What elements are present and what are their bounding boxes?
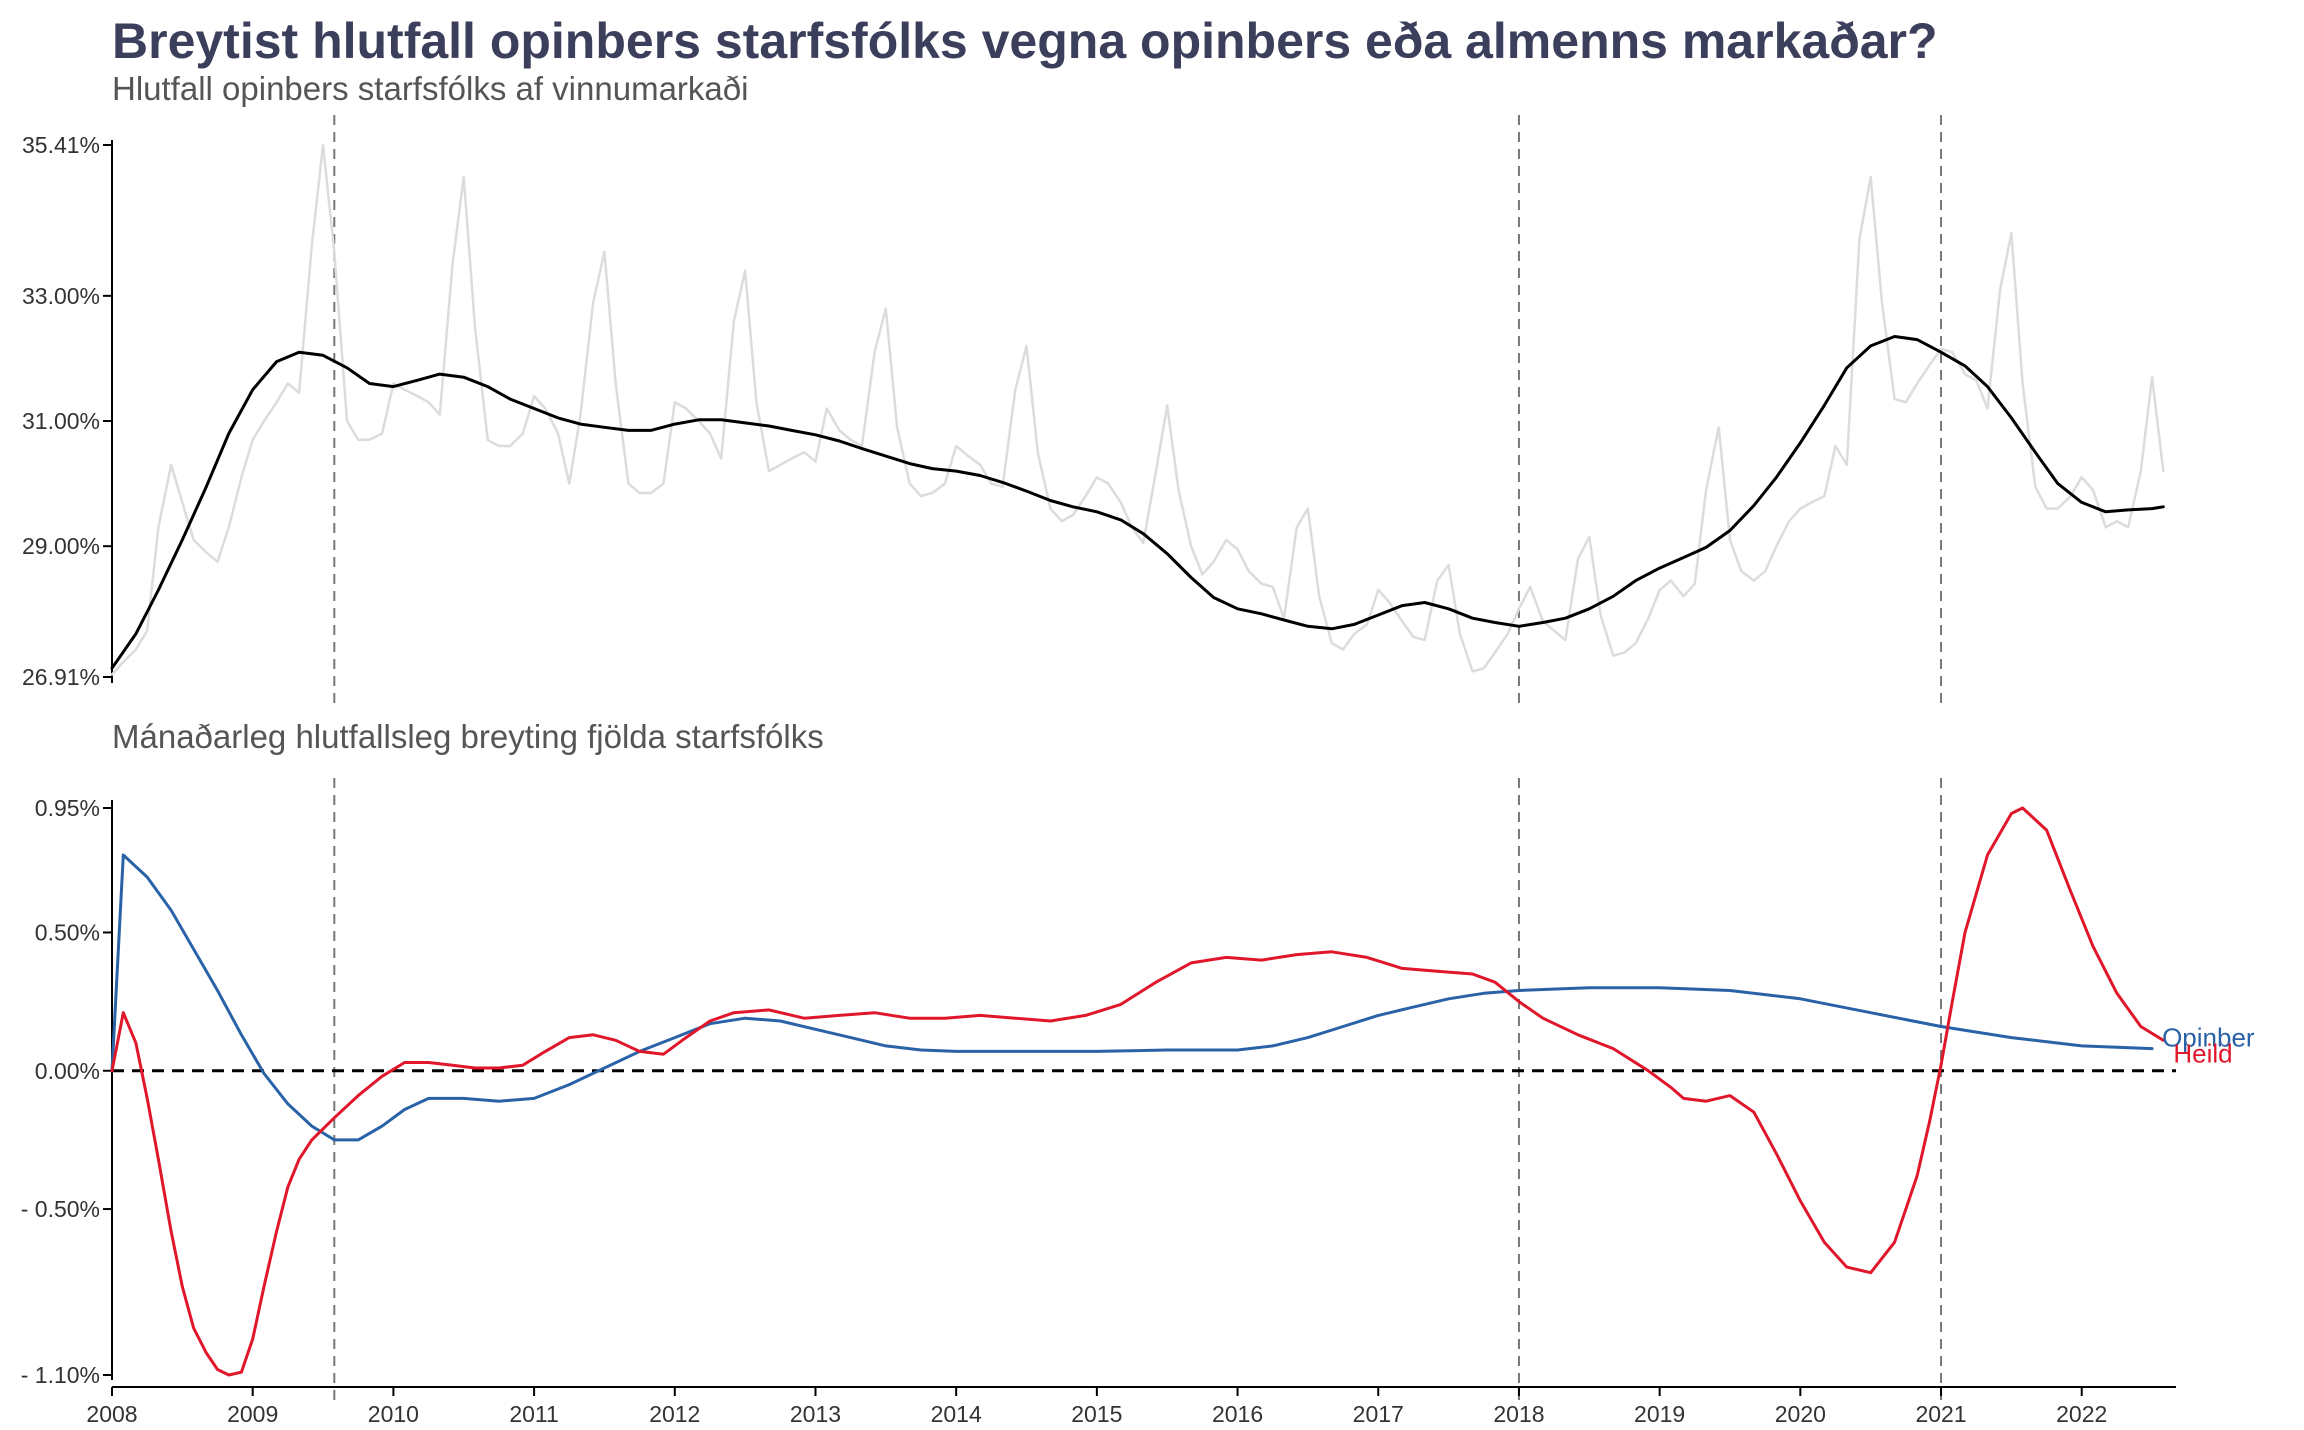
x-tick-label: 2017 (1353, 1401, 1404, 1427)
x-tick-label: 2021 (1915, 1401, 1966, 1427)
top-panel-subtitle: Hlutfall opinbers starfsfólks af vinnuma… (112, 70, 749, 107)
x-tick-label: 2019 (1634, 1401, 1685, 1427)
bottom-y-tick-label: 0.95% (35, 795, 100, 821)
x-tick-label: 2016 (1212, 1401, 1263, 1427)
x-tick-label: 2013 (790, 1401, 841, 1427)
top-y-tick-label: 33.00% (22, 283, 100, 309)
top-y-tick-label: 29.00% (22, 533, 100, 559)
x-tick-label: 2012 (649, 1401, 700, 1427)
x-tick-label: 2010 (368, 1401, 419, 1427)
x-tick-label: 2014 (931, 1401, 982, 1427)
bottom-panel: 0.95% 0.50% 0.00% - 0.50% - 1.10% 2008 2009 201… (21, 778, 2255, 1427)
top-y-tick-label: 31.00% (22, 408, 100, 434)
x-tick-label: 2020 (1775, 1401, 1826, 1427)
chart-title: Breytist hlutfall opinbers starfsfólks v… (112, 13, 1938, 69)
x-tick-label: 2009 (227, 1401, 278, 1427)
top-y-tick-label: 26.91% (22, 664, 100, 690)
bottom-panel-subtitle: Mánaðarleg hlutfallsleg breyting fjölda … (112, 718, 824, 755)
x-tick-label: 2008 (86, 1401, 137, 1427)
opinber-line (110, 853, 2154, 1142)
opinber-series-label: Opinber (2162, 1023, 2255, 1053)
top-y-tick-label: 35.41% (22, 132, 100, 158)
bottom-y-tick-label: - 1.10% (21, 1362, 100, 1388)
x-tick-label: 2011 (509, 1401, 558, 1427)
bottom-y-tick-label: - 0.50% (21, 1196, 100, 1222)
x-tick-label: 2018 (1493, 1401, 1544, 1427)
heild-series-label: Heild (2173, 1038, 2232, 1068)
bottom-y-tick-label: 0.00% (35, 1058, 100, 1084)
x-tick-label: 2015 (1071, 1401, 1122, 1427)
top-panel: 26.91% 29.00% 31.00% 33.00% 35.41% (22, 115, 2165, 703)
heild-line (110, 806, 2165, 1377)
x-tick-label: 2022 (2056, 1401, 2107, 1427)
trend-line (110, 335, 2165, 670)
bottom-y-tick-label: 0.50% (35, 919, 100, 945)
raw-monthly-line (110, 143, 2165, 676)
